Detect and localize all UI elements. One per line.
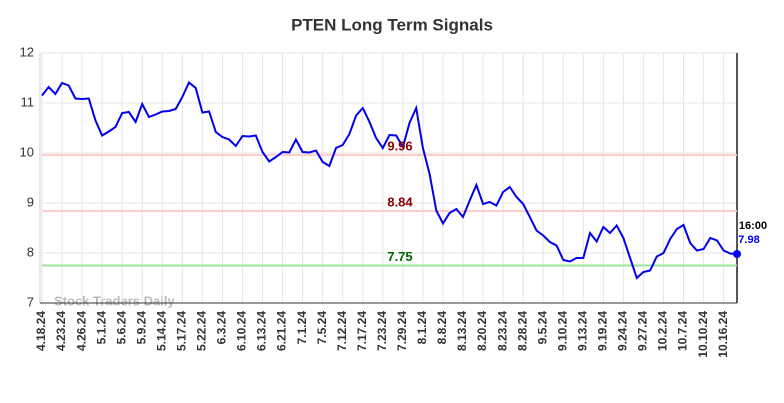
x-tick-label: 7.5.24 [315, 311, 329, 345]
last-time: 16:00 [739, 220, 767, 232]
x-tick-label: 8.13.24 [455, 311, 469, 351]
x-tick-label: 10.2.24 [656, 311, 670, 351]
x-tick-label: 7.17.24 [355, 311, 369, 351]
x-tick-label: 8.28.24 [515, 311, 529, 351]
x-tick-label: 9.19.24 [596, 311, 610, 351]
price-line [41, 80, 738, 280]
x-tick-label: 5.9.24 [134, 311, 148, 345]
x-tick-label: 7.1.24 [295, 311, 309, 345]
level-label: 9.96 [387, 138, 412, 153]
y-tick-label: 11 [21, 94, 35, 109]
x-tick-label: 9.10.24 [555, 311, 569, 351]
x-tick-label: 5.14.24 [154, 311, 168, 351]
x-tick-label: 9.27.24 [636, 311, 650, 351]
last-value: 7.98 [738, 234, 759, 246]
x-tick-label: 10.10.24 [696, 311, 710, 358]
x-tick-label: 8.8.24 [435, 311, 449, 345]
x-tick-label: 6.13.24 [255, 311, 269, 351]
level-label: 7.75 [387, 249, 412, 264]
x-tick-label: 5.6.24 [114, 311, 128, 345]
x-tick-label: 7.23.24 [375, 311, 389, 351]
y-tick-label: 10 [20, 144, 34, 159]
y-tick-label: 9 [27, 194, 34, 209]
x-tick-label: 9.13.24 [575, 311, 589, 351]
x-tick-label: 8.23.24 [495, 311, 509, 351]
x-tick-label: 6.21.24 [275, 311, 289, 351]
x-tick-label: 10.7.24 [676, 311, 690, 351]
last-point [733, 250, 741, 258]
x-tick-label: 7.12.24 [335, 311, 349, 351]
y-tick-label: 12 [20, 44, 34, 59]
x-tick-label: 9.5.24 [535, 311, 549, 345]
x-tick-label: 8.1.24 [415, 311, 429, 345]
x-tick-label: 4.18.24 [34, 311, 48, 351]
watermark: Stock Traders Daily [54, 293, 175, 308]
x-tick-label: 8.20.24 [475, 311, 489, 351]
x-tick-label: 9.24.24 [616, 311, 630, 351]
x-tick-label: 6.10.24 [235, 311, 249, 351]
x-tick-label: 10.16.24 [716, 311, 730, 358]
x-tick-label: 5.22.24 [195, 311, 209, 351]
y-tick-label: 8 [27, 244, 34, 259]
x-tick-label: 4.26.24 [74, 311, 88, 351]
level-label: 8.84 [387, 194, 413, 209]
x-tick-label: 6.3.24 [215, 311, 229, 345]
x-tick-label: 4.23.24 [54, 311, 68, 351]
y-tick-label: 7 [27, 294, 34, 309]
x-tick-label: 5.17.24 [175, 311, 189, 351]
chart-title: PTEN Long Term Signals [291, 15, 493, 34]
x-tick-label: 7.29.24 [395, 311, 409, 351]
x-tick-label: 5.1.24 [94, 311, 108, 345]
